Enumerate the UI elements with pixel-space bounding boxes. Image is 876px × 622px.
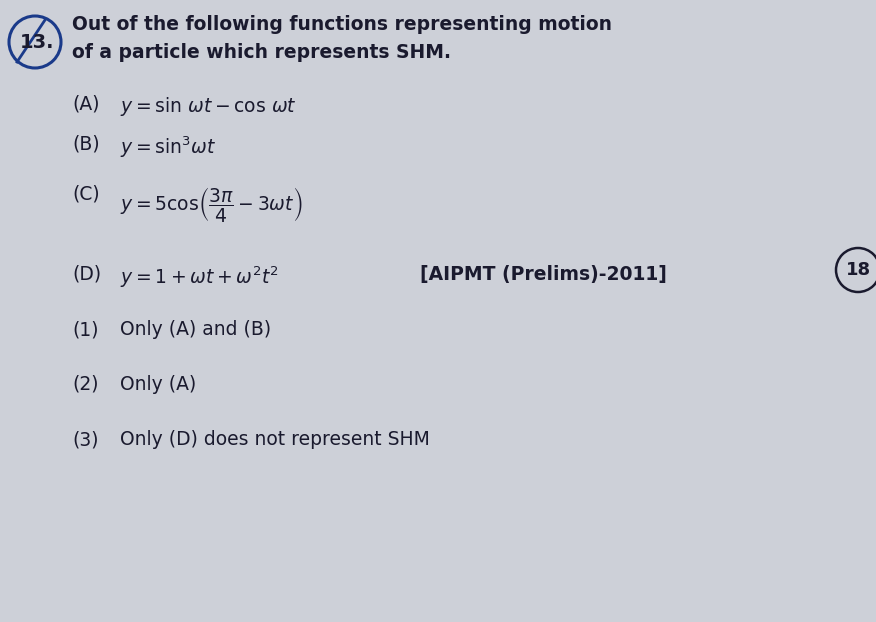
- Text: [AIPMT (Prelims)-2011]: [AIPMT (Prelims)-2011]: [420, 265, 667, 284]
- Text: (B): (B): [72, 135, 100, 154]
- Text: $y = 1 + \omega t + \omega^2 t^2$: $y = 1 + \omega t + \omega^2 t^2$: [120, 265, 279, 290]
- Text: (A): (A): [72, 95, 100, 114]
- Text: (C): (C): [72, 185, 100, 204]
- Text: $y = \sin^3\!\omega t$: $y = \sin^3\!\omega t$: [120, 135, 216, 160]
- Text: Only (D) does not represent SHM: Only (D) does not represent SHM: [120, 430, 430, 449]
- Text: (2): (2): [72, 375, 98, 394]
- Text: Only (A): Only (A): [120, 375, 196, 394]
- Text: (1): (1): [72, 320, 98, 339]
- Text: of a particle which represents SHM.: of a particle which represents SHM.: [72, 43, 451, 62]
- Text: (3): (3): [72, 430, 98, 449]
- Text: (D): (D): [72, 265, 101, 284]
- Text: Out of the following functions representing motion: Out of the following functions represent…: [72, 15, 612, 34]
- Text: 18: 18: [845, 261, 871, 279]
- Text: $y = \sin\,\omega t - \cos\,\omega t$: $y = \sin\,\omega t - \cos\,\omega t$: [120, 95, 297, 118]
- Text: $y = 5\cos\!\left(\dfrac{3\pi}{4} - 3\omega t\right)$: $y = 5\cos\!\left(\dfrac{3\pi}{4} - 3\om…: [120, 185, 302, 224]
- Text: 13.: 13.: [20, 32, 54, 52]
- Text: Only (A) and (B): Only (A) and (B): [120, 320, 272, 339]
